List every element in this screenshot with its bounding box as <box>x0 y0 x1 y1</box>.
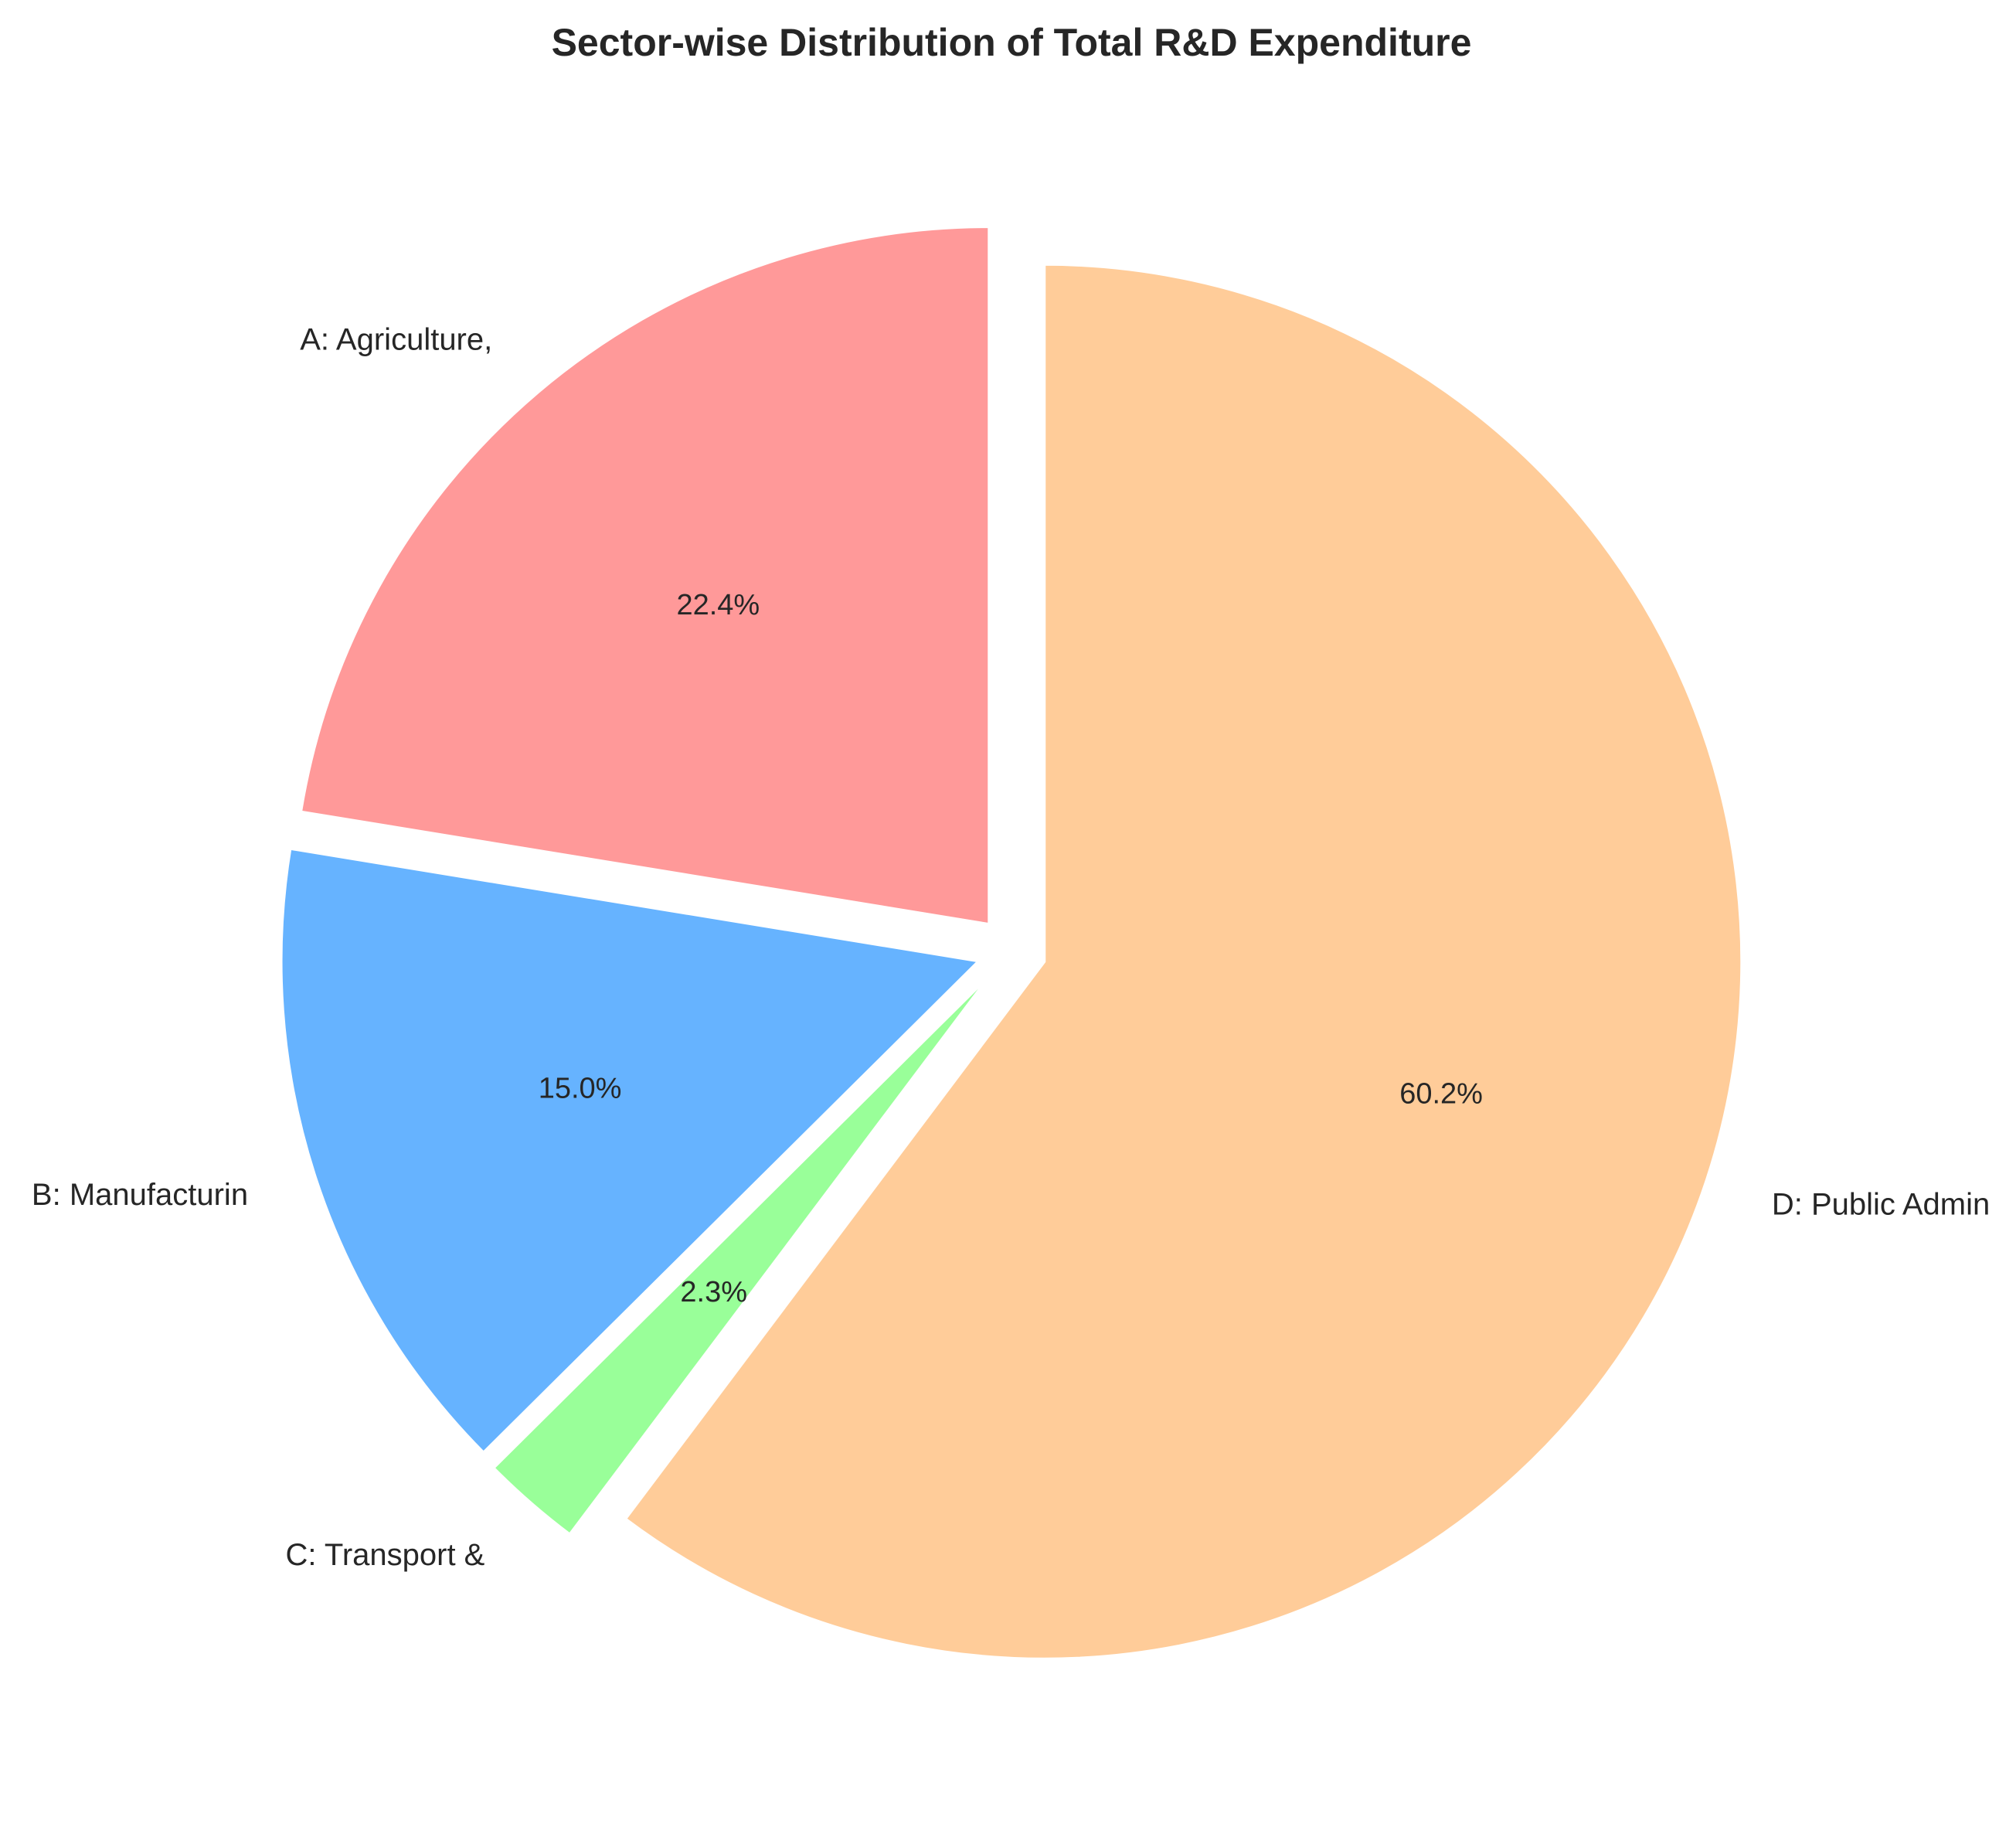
pct-label-a: 22.4% <box>676 589 760 621</box>
pct-label-b: 15.0% <box>539 1073 622 1105</box>
pie-slice-a <box>299 226 991 926</box>
pct-label-c: 2.3% <box>680 1276 747 1308</box>
pie-labels: A: Agriculture, 22.4% B: Manufacturin 15.0%… <box>32 323 1990 1572</box>
slice-label-b: B: Manufacturin <box>32 1178 248 1212</box>
pie-slice-c <box>491 975 990 1536</box>
pct-label-d: 60.2% <box>1399 1078 1483 1111</box>
slice-label-d: D: Public Admin <box>1772 1188 1990 1222</box>
pie-slice-b <box>280 847 981 1455</box>
slice-label-a: A: Agriculture, <box>300 323 492 357</box>
slice-label-c: C: Transport & <box>285 1538 484 1572</box>
pie-slices <box>280 226 1743 1660</box>
pie-slice-d <box>624 263 1743 1660</box>
chart-title: Sector-wise Distribution of Total R&D Ex… <box>552 21 1472 64</box>
